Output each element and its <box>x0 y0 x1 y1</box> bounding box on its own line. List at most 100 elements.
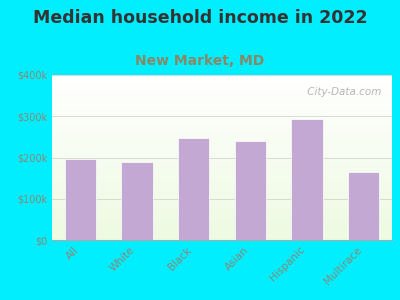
Bar <box>52 171 392 172</box>
Bar <box>52 228 392 229</box>
Bar <box>52 94 392 95</box>
Bar <box>52 153 392 154</box>
Bar <box>52 131 392 132</box>
Bar <box>52 190 392 191</box>
Bar <box>52 173 392 174</box>
Bar <box>52 185 392 186</box>
Bar <box>52 212 392 213</box>
Bar <box>52 154 392 155</box>
Bar <box>52 187 392 188</box>
Bar <box>52 110 392 111</box>
Bar <box>52 76 392 77</box>
Bar <box>52 141 392 142</box>
Bar <box>52 160 392 161</box>
Bar <box>52 178 392 179</box>
Bar <box>122 162 152 240</box>
Bar <box>52 184 392 185</box>
Bar <box>52 179 392 180</box>
Bar <box>52 143 392 144</box>
Bar <box>52 155 392 156</box>
Bar <box>52 93 392 94</box>
Bar <box>52 135 392 136</box>
Bar <box>52 169 392 170</box>
Bar <box>52 232 392 233</box>
Bar <box>52 88 392 89</box>
Bar <box>52 120 392 121</box>
Bar <box>52 137 392 138</box>
Bar <box>52 81 392 82</box>
Bar <box>52 219 392 220</box>
Bar <box>52 124 392 125</box>
Bar <box>52 227 392 228</box>
Bar <box>52 207 392 208</box>
Bar <box>52 146 392 147</box>
Bar <box>52 211 392 212</box>
Bar <box>52 108 392 109</box>
Bar <box>52 95 392 96</box>
Bar <box>52 157 392 158</box>
Bar <box>52 205 392 206</box>
Bar <box>52 91 392 92</box>
Bar <box>52 102 392 103</box>
Bar <box>52 214 392 215</box>
Bar <box>52 152 392 153</box>
Bar <box>52 230 392 231</box>
Bar <box>52 223 392 224</box>
Bar <box>52 136 392 137</box>
Bar <box>52 101 392 102</box>
Text: City-Data.com: City-Data.com <box>304 86 382 97</box>
Bar <box>52 129 392 130</box>
Bar <box>52 127 392 128</box>
Bar <box>52 168 392 169</box>
Bar <box>52 148 392 149</box>
Bar <box>52 87 392 88</box>
Bar <box>52 140 392 141</box>
Bar <box>52 92 392 93</box>
Bar <box>52 82 392 83</box>
Text: New Market, MD: New Market, MD <box>135 54 265 68</box>
Bar <box>52 225 392 226</box>
Bar <box>52 98 392 99</box>
Bar <box>52 83 392 84</box>
Bar <box>52 149 392 150</box>
Bar <box>52 156 392 157</box>
Bar <box>52 99 392 100</box>
Bar <box>52 199 392 200</box>
Bar <box>52 123 392 124</box>
Bar <box>52 201 392 202</box>
Bar <box>52 104 392 105</box>
Bar <box>52 181 392 182</box>
Bar <box>52 236 392 237</box>
Bar <box>52 215 392 216</box>
Bar <box>52 234 392 235</box>
Bar <box>52 133 392 134</box>
Bar <box>52 122 392 123</box>
Bar <box>52 105 392 106</box>
Bar <box>52 96 392 97</box>
Bar <box>52 150 392 151</box>
Bar <box>52 189 392 190</box>
Bar <box>52 103 392 104</box>
Bar <box>52 210 392 211</box>
Bar <box>52 233 392 234</box>
Bar <box>52 174 392 175</box>
Bar <box>52 203 392 204</box>
Bar <box>52 158 392 159</box>
Bar <box>52 84 392 85</box>
Bar <box>52 188 392 189</box>
Bar <box>52 239 392 240</box>
Bar <box>52 166 392 167</box>
Bar <box>52 121 392 122</box>
Bar <box>52 78 392 79</box>
Bar <box>52 170 392 171</box>
Bar <box>52 144 392 145</box>
Bar <box>52 112 392 113</box>
Bar <box>52 216 392 217</box>
Bar <box>178 138 209 240</box>
Bar <box>52 221 392 222</box>
Bar <box>52 198 392 199</box>
Bar <box>52 118 392 119</box>
Bar <box>52 226 392 227</box>
Bar <box>52 229 392 230</box>
Bar <box>52 89 392 90</box>
